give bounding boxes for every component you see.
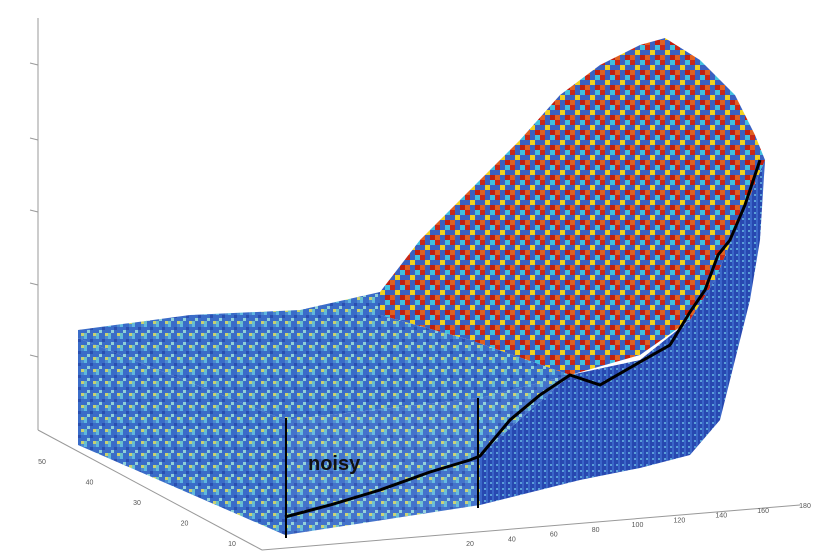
figure: noisy 50 40 30 20 10 20 40 60 80 100 120 140 160 180 [0,0,822,552]
depth-tick-label: 30 [133,500,141,507]
depth-tick-label: 10 [228,541,236,548]
tick [30,138,38,140]
tick [30,283,38,285]
tick [30,210,38,212]
length-tick-label: 80 [592,527,600,534]
length-tick-label: 40 [508,536,516,543]
length-tick-label: 20 [466,541,474,548]
tick [30,63,38,65]
depth-tick-label: 40 [86,480,94,487]
length-tick-label: 60 [550,532,558,539]
depth-tick-label: 50 [38,459,46,466]
tick [30,355,38,357]
length-tick-label: 100 [632,522,644,529]
length-tick-label: 120 [674,517,686,524]
length-tick-label: 180 [799,503,811,510]
annotation: noisy [308,453,361,475]
length-tick-label: 140 [715,513,727,520]
page: noisy 504030201020406080100120140160180 … [0,0,822,552]
depth-tick-label: 20 [181,521,189,528]
length-tick-label: 160 [757,508,769,515]
